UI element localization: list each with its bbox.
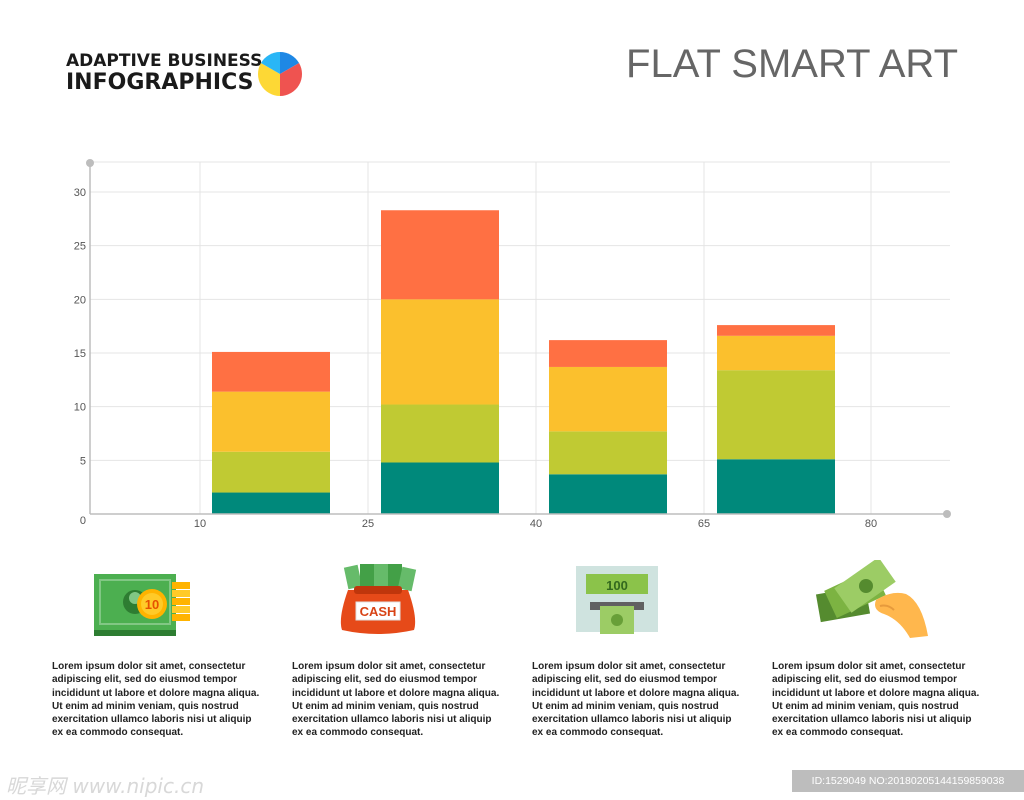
bar-segment — [549, 340, 667, 367]
y-tick-label: 25 — [74, 241, 86, 253]
y-tick-label: 15 — [74, 348, 86, 360]
bar-segment — [549, 474, 667, 514]
bar-segment — [549, 366, 667, 432]
svg-text:10: 10 — [145, 597, 159, 612]
y-tick-label: 5 — [80, 455, 86, 467]
bar-segment — [381, 299, 499, 405]
y-tick-label: 10 — [74, 402, 86, 414]
cash-coins-icon: 10 — [80, 560, 200, 640]
y-tick-label: 30 — [74, 187, 86, 199]
bar-segment — [381, 210, 499, 300]
page-title: FLAT SMART ART — [626, 42, 958, 86]
bar-segment — [381, 462, 499, 514]
bar-segment — [717, 325, 835, 336]
bar-segment — [212, 451, 330, 493]
watermark-logo: 昵享网 www.nipic.cn — [6, 774, 205, 798]
brand-block: ADAPTIVE BUSINESS INFOGRAPHICS — [66, 52, 262, 96]
item-description-4: Lorem ipsum dolor sit amet, consectetur … — [772, 661, 980, 739]
brand-line2: INFOGRAPHICS — [66, 70, 254, 95]
hand-money-icon — [814, 557, 934, 640]
item-description-1: Lorem ipsum dolor sit amet, consectetur … — [52, 661, 260, 739]
bar-segment — [381, 404, 499, 463]
item-description-2: Lorem ipsum dolor sit amet, consectetur … — [292, 661, 500, 739]
cash-bag-icon: CASH — [318, 560, 438, 640]
x-tick-label: 65 — [698, 518, 710, 530]
atm-icon: 100 — [556, 560, 676, 640]
bar-segment — [717, 459, 835, 514]
x-axis-cap — [943, 510, 951, 518]
bar-segment — [717, 370, 835, 460]
x-tick-label: 40 — [530, 518, 542, 530]
y-tick-label: 0 — [80, 515, 86, 527]
x-tick-label: 80 — [865, 518, 877, 530]
bar-segment — [212, 391, 330, 452]
item-description-3: Lorem ipsum dolor sit amet, consectetur … — [532, 661, 740, 739]
x-tick-label: 25 — [362, 518, 374, 530]
pie-logo-icon — [258, 52, 302, 96]
y-tick-label: 20 — [74, 294, 86, 306]
bar-segment — [549, 431, 667, 475]
atm-amount-label: 100 — [606, 578, 628, 593]
cash-label: CASH — [360, 604, 397, 619]
y-axis-cap — [86, 159, 94, 167]
bar-segment — [212, 351, 330, 392]
bar-segment — [212, 492, 330, 514]
bar-segment — [717, 335, 835, 371]
brand-line1: ADAPTIVE BUSINESS — [66, 51, 263, 71]
x-tick-label: 10 — [194, 518, 206, 530]
watermark-id: ID:1529049 NO:20180205144159859038 — [792, 770, 1024, 792]
stacked-bar-chart: 0 5 10 15 20 25 30 10 25 40 65 80 — [74, 159, 951, 530]
